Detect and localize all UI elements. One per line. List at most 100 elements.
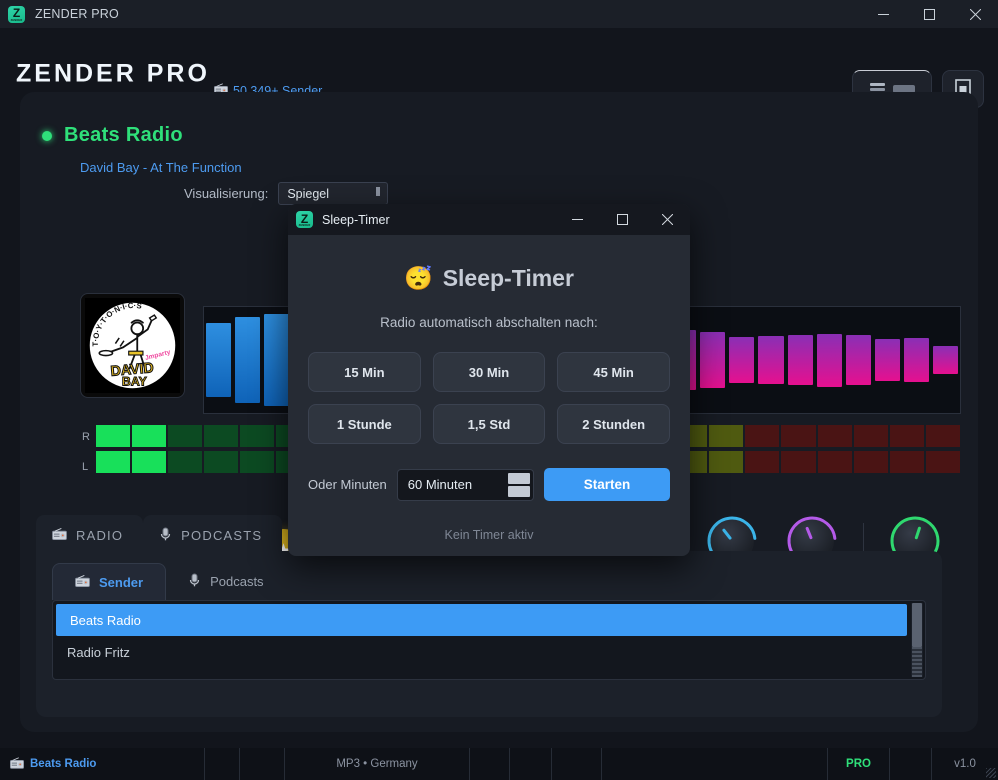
- status-sep-1: [205, 748, 240, 780]
- status-sep-3: [470, 748, 510, 780]
- preset-button-1[interactable]: 15 Min: [308, 352, 421, 392]
- timer-status: Kein Timer aktiv: [444, 528, 534, 542]
- preset-button-5[interactable]: 1,5 Std: [432, 404, 546, 444]
- visualisation-select[interactable]: Spiegel: [278, 182, 389, 205]
- station-list[interactable]: Beats Radio Radio Fritz: [52, 600, 926, 680]
- current-track-title: David Bay - At The Function: [80, 160, 242, 175]
- spectrum-bar: [235, 316, 261, 404]
- status-sep-5: [552, 748, 602, 780]
- preset-button-6[interactable]: 2 Stunden: [557, 404, 670, 444]
- window-controls: [860, 0, 998, 28]
- vu-segment: [853, 451, 888, 473]
- custom-minutes-row: Oder Minuten 60 Minuten Starten: [308, 468, 670, 501]
- tab-radio[interactable]: RADIO: [36, 515, 144, 555]
- vu-segment: [204, 425, 239, 447]
- list-item[interactable]: Beats Radio: [56, 604, 907, 636]
- vu-segment: [925, 425, 960, 447]
- maximize-icon[interactable]: [600, 204, 645, 235]
- album-art-image: T·O·Y·T·O·N·I·C·S DAVID BAY Jmparty: [85, 298, 180, 393]
- tab-radio-label: RADIO: [76, 528, 124, 543]
- dialog-window-controls: [555, 204, 690, 235]
- maximize-icon[interactable]: [906, 0, 952, 28]
- vu-segment: [204, 451, 239, 473]
- dialog-heading-label: Sleep-Timer: [442, 265, 574, 291]
- tab-podcasts-inner-label: Podcasts: [210, 574, 264, 589]
- vu-segment: [96, 451, 131, 473]
- minutes-value: 60 Minuten: [407, 477, 473, 492]
- scrollbar-grip[interactable]: [912, 647, 922, 677]
- preset-button-2[interactable]: 30 Min: [432, 352, 546, 392]
- spectrum-bar: [787, 334, 813, 386]
- vu-segment: [168, 451, 203, 473]
- tab-podcasts-inner[interactable]: Podcasts: [166, 563, 285, 600]
- status-badge-pro: PRO: [828, 748, 890, 780]
- status-bar: Beats Radio MP3 • Germany PRO v1.0: [0, 748, 998, 780]
- minutes-spinner[interactable]: 60 Minuten: [396, 468, 534, 501]
- tab-sender[interactable]: Sender: [52, 563, 167, 600]
- status-station-label: Beats Radio: [30, 758, 97, 770]
- spectrum-bar: [816, 333, 842, 387]
- vu-segment: [781, 425, 816, 447]
- visualisation-selector-row: Visualisierung: Spiegel: [184, 182, 389, 205]
- radio-icon: [52, 528, 67, 543]
- tab-podcasts-label: PODCASTS: [181, 528, 263, 543]
- chevron-down-icon: [376, 187, 381, 196]
- spectrum-bar: [264, 314, 290, 406]
- dialog-subtitle: Radio automatisch abschalten nach:: [380, 315, 598, 330]
- status-format: MP3 • Germany: [285, 748, 470, 780]
- app-logo-icon: Z ZENDER: [8, 5, 25, 23]
- vu-segment: [96, 425, 131, 447]
- vu-segment: [709, 425, 744, 447]
- preset-button-4[interactable]: 1 Stunde: [308, 404, 421, 444]
- list-item-label: Radio Fritz: [67, 644, 130, 660]
- scrollbar-thumb[interactable]: [912, 603, 922, 647]
- app-logo-icon: Z ZENDER: [296, 211, 313, 228]
- album-art: T·O·Y·T·O·N·I·C·S DAVID BAY Jmparty: [80, 293, 185, 398]
- list-item[interactable]: Radio Fritz: [53, 636, 925, 668]
- vu-segment: [889, 425, 924, 447]
- list-scrollbar[interactable]: [911, 603, 923, 677]
- vu-segment: [745, 451, 780, 473]
- status-version: v1.0: [932, 748, 998, 780]
- status-format-label: MP3 • Germany: [336, 758, 418, 770]
- status-pro-label: PRO: [846, 758, 871, 770]
- status-sep-2: [240, 748, 285, 780]
- status-sep-4: [510, 748, 552, 780]
- vu-segment: [745, 425, 780, 447]
- spectrum-bar: [845, 334, 871, 386]
- spinner-arrows-icon[interactable]: [508, 472, 530, 497]
- vu-label-right: R: [82, 431, 90, 443]
- dialog-title: Sleep-Timer: [322, 212, 390, 227]
- radio-icon: [10, 756, 24, 772]
- status-station: Beats Radio: [0, 748, 205, 780]
- preset-button-3[interactable]: 45 Min: [557, 352, 670, 392]
- spectrum-bar: [903, 337, 929, 383]
- visualisation-value: Spiegel: [287, 186, 330, 201]
- toggle-pill-icon: [892, 85, 915, 93]
- start-button[interactable]: Starten: [544, 468, 670, 501]
- status-version-label: v1.0: [954, 758, 976, 770]
- close-icon[interactable]: [645, 204, 690, 235]
- vu-segment: [889, 451, 924, 473]
- vu-segment: [817, 425, 852, 447]
- minimize-icon[interactable]: [860, 0, 906, 28]
- status-sep-6: [602, 748, 828, 780]
- vu-label-left: L: [82, 461, 89, 473]
- spectrum-bar: [729, 336, 755, 384]
- spectrum-bar: [206, 322, 232, 398]
- microphone-icon: [159, 527, 172, 544]
- live-dot-icon: [42, 130, 52, 141]
- preset-buttons: 15 Min 30 Min 45 Min 1 Stunde 1,5 Std 2 Stund…: [308, 352, 670, 444]
- list-item-label: Beats Radio: [70, 612, 141, 628]
- outer-tabs: RADIO PODCASTS: [36, 515, 283, 555]
- tab-podcasts[interactable]: PODCASTS: [143, 515, 283, 555]
- vu-segment: [853, 425, 888, 447]
- spectrum-bar: [700, 332, 726, 388]
- vu-segment: [240, 425, 275, 447]
- vu-segment: [240, 451, 275, 473]
- page-title: ZENDER PRO: [16, 59, 210, 88]
- resize-grip-icon[interactable]: [986, 768, 996, 778]
- close-icon[interactable]: [952, 0, 998, 28]
- minimize-icon[interactable]: [555, 204, 600, 235]
